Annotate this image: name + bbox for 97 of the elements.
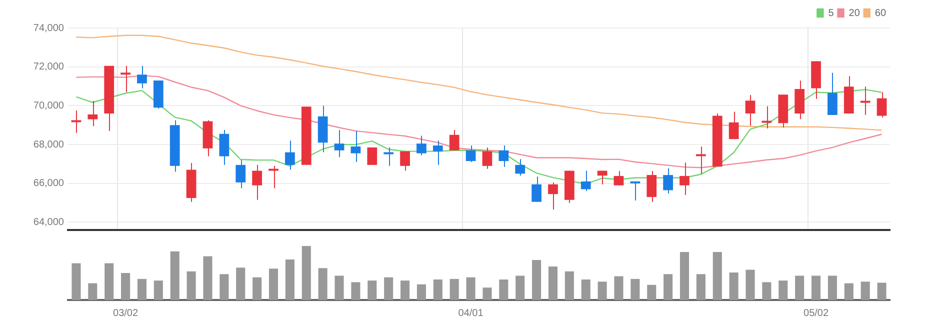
bar <box>433 279 442 300</box>
bar <box>630 278 640 300</box>
bar <box>812 276 821 300</box>
bar <box>696 274 706 300</box>
bar <box>236 268 246 300</box>
legend-label: 20 <box>848 8 860 19</box>
bar <box>778 280 788 300</box>
bar <box>466 277 476 300</box>
candlestick <box>646 170 657 202</box>
candlestick <box>252 164 262 200</box>
legend-label: 5 <box>828 8 834 19</box>
candlestick <box>153 80 164 110</box>
bar <box>72 263 81 300</box>
candlestick <box>367 146 378 166</box>
candlestick <box>88 100 98 127</box>
bar <box>351 282 360 300</box>
x-tick-label: 04/01 <box>458 308 484 319</box>
candlestick <box>680 162 690 196</box>
bar <box>252 277 262 300</box>
candlestick <box>498 145 509 168</box>
candlestick <box>696 146 706 175</box>
bar <box>220 274 229 300</box>
bar <box>844 283 854 300</box>
bar <box>581 279 590 300</box>
candlestick <box>432 140 443 166</box>
bar <box>647 284 656 300</box>
bar <box>170 251 180 300</box>
bar <box>795 276 804 300</box>
bar <box>450 278 459 300</box>
y-tick-label: 68,000 <box>33 139 64 150</box>
bar <box>334 276 344 300</box>
candlestick <box>219 129 230 166</box>
bar <box>860 282 870 300</box>
candlestick <box>532 176 542 202</box>
bar <box>121 273 130 300</box>
bar <box>548 266 558 300</box>
candlestick <box>170 120 180 172</box>
bar <box>302 246 311 300</box>
candlestick <box>318 105 328 153</box>
bar <box>268 268 278 300</box>
bar <box>186 271 196 300</box>
bar <box>712 252 722 300</box>
bar <box>203 256 212 300</box>
candlestick <box>236 160 246 189</box>
x-tick-label: 03/02 <box>113 308 138 319</box>
bar <box>384 277 394 300</box>
y-tick-label: 72,000 <box>33 62 64 73</box>
bar <box>532 260 542 300</box>
y-tick-label: 70,000 <box>33 100 64 112</box>
bar <box>416 284 426 300</box>
candlestick <box>120 65 130 93</box>
bar <box>680 252 690 300</box>
candlestick <box>400 150 410 172</box>
bar <box>400 280 410 300</box>
bar <box>368 280 377 300</box>
bar <box>285 260 294 300</box>
candlestick <box>728 111 739 140</box>
candlestick <box>104 65 114 132</box>
candlestick <box>794 80 805 120</box>
bar <box>746 270 755 300</box>
candlestick <box>778 94 788 128</box>
y-tick-label: 64,000 <box>33 216 64 228</box>
candlestick <box>811 60 821 100</box>
candlestick <box>630 181 640 201</box>
bar <box>762 282 772 300</box>
candlestick <box>285 140 295 170</box>
bar <box>318 268 328 300</box>
bar <box>828 276 837 300</box>
bar <box>614 276 624 300</box>
bar <box>482 288 492 300</box>
candlestick <box>828 72 838 116</box>
candlestick <box>663 168 673 194</box>
bar <box>499 279 508 300</box>
legend-label: 60 <box>874 8 886 19</box>
bar <box>88 283 98 300</box>
bar <box>598 282 607 300</box>
candlestick <box>712 112 722 168</box>
candlestick <box>416 135 426 156</box>
y-tick-label: 66,000 <box>33 178 64 190</box>
bar <box>137 278 146 300</box>
bar <box>664 274 673 300</box>
candlestick <box>301 106 312 166</box>
bar <box>564 271 574 300</box>
x-tick-label: 05/02 <box>804 308 829 319</box>
bar <box>516 276 525 300</box>
candlestick <box>860 86 870 116</box>
bar <box>729 272 738 300</box>
candlestick <box>384 146 394 166</box>
candlestick <box>844 76 854 114</box>
y-tick-label: 74,000 <box>33 22 64 34</box>
candlestick <box>268 165 278 189</box>
candlestick <box>564 170 574 204</box>
bar <box>154 280 163 300</box>
candlestick <box>137 65 147 89</box>
bar <box>104 263 114 300</box>
candlestick <box>449 129 460 151</box>
bar <box>877 282 886 300</box>
